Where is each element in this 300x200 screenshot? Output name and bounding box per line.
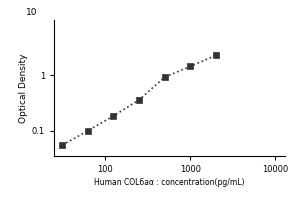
Text: 10: 10	[26, 8, 38, 17]
X-axis label: Human COL6aα : concentration(pg/mL): Human COL6aα : concentration(pg/mL)	[94, 178, 245, 187]
Y-axis label: Optical Density: Optical Density	[19, 53, 28, 123]
